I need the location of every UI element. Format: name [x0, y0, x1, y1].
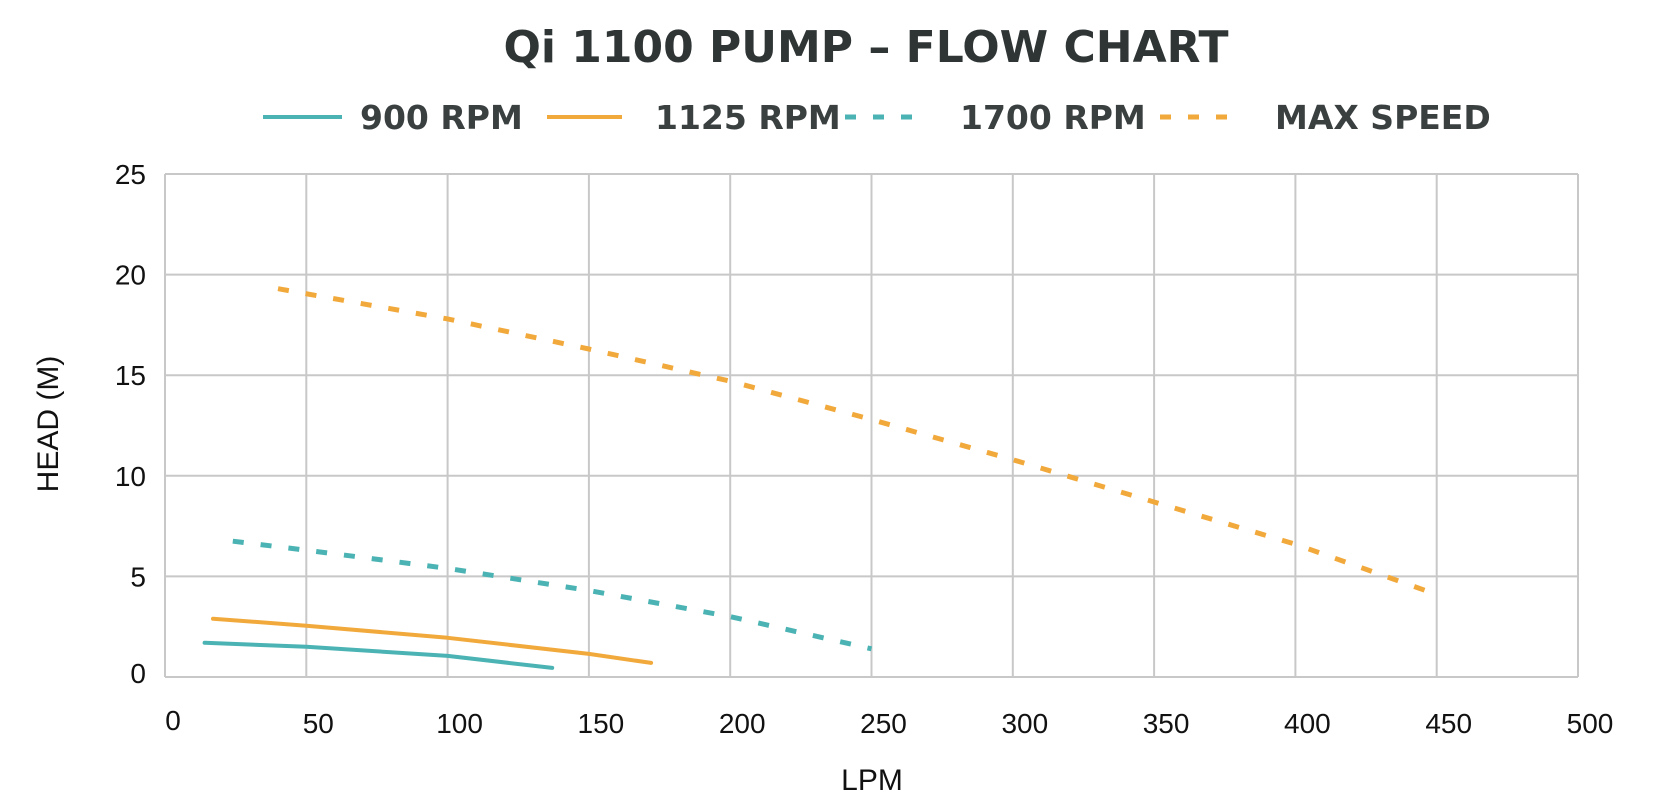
x-tick-label: 450	[1425, 708, 1472, 739]
y-tick-label: 15	[115, 360, 146, 391]
x-tick-label: 250	[860, 708, 907, 739]
legend-label: 900 RPM	[360, 98, 523, 137]
series-line	[202, 640, 555, 670]
chart-title: Qi 1100 PUMP – FLOW CHART	[503, 22, 1228, 73]
chart-grid	[164, 173, 1579, 678]
x-axis-label: LPM	[841, 764, 903, 797]
series-line	[232, 538, 873, 652]
chart-legend: 900 RPM 1125 RPM 1700 RPM MAX SPEED	[263, 98, 1491, 137]
series-line	[211, 616, 654, 665]
legend-label: 1700 RPM	[960, 98, 1146, 137]
x-tick-label: 400	[1284, 708, 1331, 739]
x-axis-ticks: 0 50 100 150 200 250 300 350 400 450 500	[165, 705, 1613, 739]
y-tick-label: 20	[115, 260, 146, 291]
y-axis-ticks: 0 5 10 15 20 25	[115, 159, 146, 689]
chart-series	[202, 286, 1438, 670]
x-tick-label: 500	[1567, 708, 1614, 739]
x-tick-label: 350	[1143, 708, 1190, 739]
y-tick-label: 0	[130, 658, 146, 689]
legend-label: 1125 RPM	[655, 98, 841, 137]
x-tick-label: 300	[1001, 708, 1048, 739]
x-tick-label: 50	[303, 708, 334, 739]
series-line	[277, 286, 1438, 597]
y-tick-label: 25	[115, 159, 146, 190]
y-tick-label: 10	[115, 461, 146, 492]
x-tick-label: 150	[578, 708, 625, 739]
legend-label: MAX SPEED	[1275, 98, 1491, 137]
y-tick-label: 5	[130, 561, 146, 592]
x-tick-label: 0	[165, 705, 181, 736]
x-tick-label: 200	[719, 708, 766, 739]
x-tick-label: 100	[436, 708, 483, 739]
y-axis-label: HEAD (M)	[32, 356, 65, 493]
